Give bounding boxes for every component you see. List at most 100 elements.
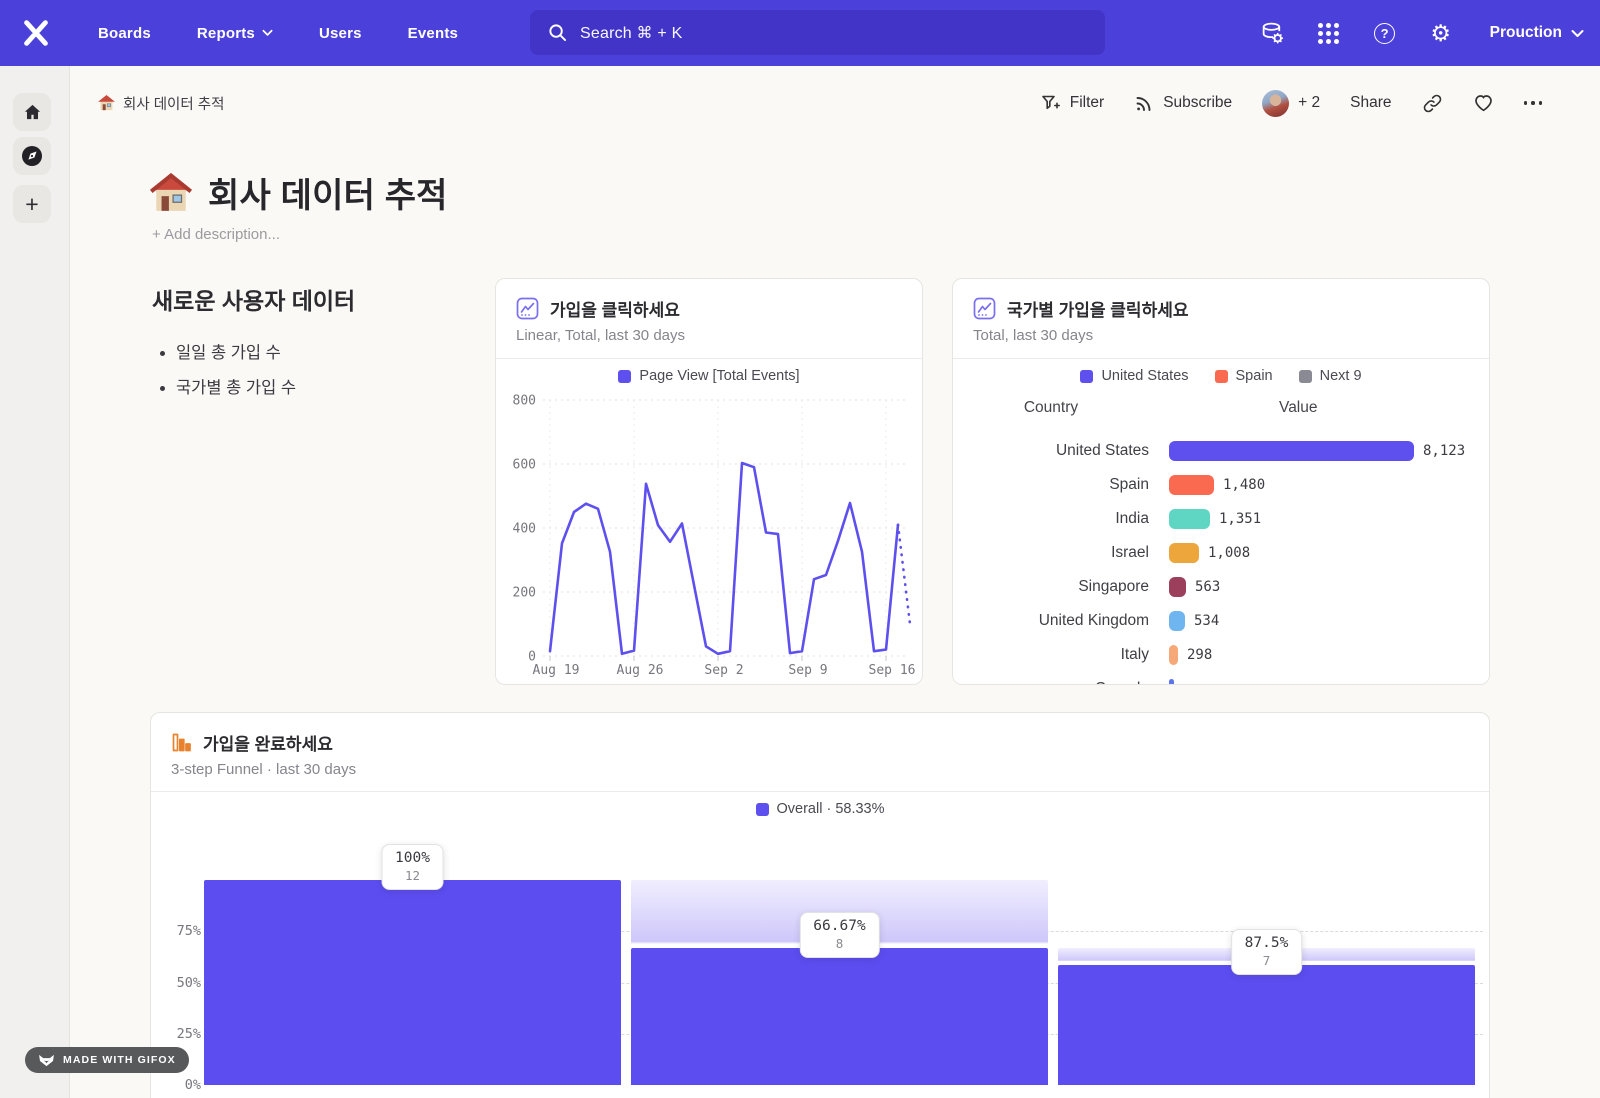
legend-swatch bbox=[1214, 369, 1228, 383]
fox-icon bbox=[39, 1054, 54, 1066]
table-row-united-kingdom[interactable]: United Kingdom 534 bbox=[973, 604, 1489, 638]
table-row-india[interactable]: India 1,351 bbox=[973, 502, 1489, 536]
svg-text:400: 400 bbox=[513, 522, 536, 537]
svg-text:Sep 16: Sep 16 bbox=[869, 663, 916, 678]
legend-item-2[interactable]: Next 9 bbox=[1298, 368, 1362, 384]
funnel-ytick: 75% bbox=[176, 923, 201, 940]
value-label: 563 bbox=[1195, 579, 1221, 595]
nav-link-label: Users bbox=[318, 24, 362, 42]
svg-text:800: 800 bbox=[513, 394, 536, 409]
settings-gear-icon[interactable]: ⚙ bbox=[1430, 19, 1451, 46]
breadcrumb[interactable]: 회사 데이터 추적 bbox=[98, 93, 224, 114]
share-label: Share bbox=[1350, 94, 1392, 111]
value-label: 298 bbox=[1187, 647, 1213, 663]
page-title[interactable]: 회사 데이터 추적 bbox=[208, 177, 448, 215]
more-options-icon[interactable] bbox=[1523, 101, 1542, 105]
search-placeholder: Search ⌘ + K bbox=[580, 24, 683, 42]
project-name: Prouction bbox=[1489, 24, 1562, 41]
legend-label: Spain bbox=[1235, 368, 1273, 384]
svg-text:200: 200 bbox=[513, 586, 536, 601]
legend-item-0[interactable]: United States bbox=[1080, 368, 1189, 384]
nav-links: Boards Reports Users Events bbox=[82, 17, 474, 50]
nav-link-label: Boards bbox=[98, 24, 151, 42]
legend-label: Overall · 58.33% bbox=[776, 801, 885, 817]
sidebar-home-button[interactable] bbox=[13, 93, 51, 131]
data-management-icon[interactable] bbox=[1260, 20, 1286, 46]
chevron-down-icon bbox=[262, 29, 273, 36]
table-row-canada[interactable]: Canada bbox=[973, 672, 1489, 684]
bar-rows: United States 8,123 Spain 1,480 India 1,351 Is… bbox=[973, 434, 1489, 684]
value-bar bbox=[1169, 543, 1199, 563]
add-description-button[interactable]: + Add description... bbox=[152, 226, 280, 243]
nav-link-users[interactable]: Users bbox=[303, 17, 378, 50]
funnel-step-count: 8 bbox=[835, 936, 844, 952]
nav-link-boards[interactable]: Boards bbox=[82, 17, 167, 50]
project-selector[interactable]: Prouction bbox=[1490, 24, 1584, 42]
subscribe-label: Subscribe bbox=[1163, 94, 1233, 111]
nav-link-events[interactable]: Events bbox=[392, 17, 474, 50]
share-button[interactable]: Share bbox=[1350, 94, 1391, 112]
value-bar bbox=[1169, 441, 1414, 461]
funnel-tooltip-3: 87.5% 7 bbox=[1230, 929, 1303, 976]
nav-link-reports[interactable]: Reports bbox=[181, 17, 289, 50]
apps-grid-icon[interactable] bbox=[1316, 20, 1342, 46]
gifox-label: MADE WITH GIFOX bbox=[63, 1054, 176, 1066]
compass-icon bbox=[22, 146, 42, 166]
funnel-step-percent: 66.67% bbox=[813, 918, 866, 935]
legend-label: United States bbox=[1101, 368, 1189, 384]
country-label: Israel bbox=[1111, 544, 1149, 561]
legend-swatch bbox=[755, 802, 769, 816]
line-card-header[interactable]: 가입을 클릭하세요 bbox=[516, 296, 680, 321]
legend-item-0[interactable]: Overall · 58.33% bbox=[755, 801, 885, 817]
country-label: Canada bbox=[973, 680, 1149, 684]
copy-link-icon[interactable] bbox=[1422, 93, 1443, 114]
funnel-bar-2[interactable] bbox=[631, 948, 1048, 1085]
funnel-card-header[interactable]: 가입을 완료하세요 bbox=[171, 730, 333, 755]
sidebar-add-button[interactable]: + bbox=[13, 185, 51, 223]
line-chart-legend: Page View [Total Events] bbox=[496, 368, 922, 384]
funnel-bar-1[interactable] bbox=[204, 880, 621, 1085]
search-input[interactable]: Search ⌘ + K bbox=[530, 10, 1105, 55]
funnel-legend: Overall · 58.33% bbox=[151, 801, 1489, 817]
country-label: United States bbox=[1055, 442, 1149, 459]
funnel-step-count: 7 bbox=[1262, 953, 1271, 969]
filter-button[interactable]: Filter bbox=[1040, 93, 1104, 113]
line-chart-canvas[interactable]: 0 200 400 600 800 Aug 19 Aug 26 Sep 2 Sep 9 Sep 1… bbox=[496, 391, 922, 687]
text-section-bullets: 일일 총 가입 수국가별 총 가입 수 bbox=[152, 342, 482, 401]
bar-chart-legend: United States Spain Next 9 bbox=[953, 368, 1489, 384]
table-row-israel[interactable]: Israel 1,008 bbox=[973, 536, 1489, 570]
funnel-bar-3[interactable] bbox=[1058, 965, 1475, 1085]
bullet-item: 국가별 총 가입 수 bbox=[176, 377, 482, 401]
page-header: 회사 데이터 추적 bbox=[150, 168, 448, 217]
table-row-italy[interactable]: Italy 298 bbox=[973, 638, 1489, 672]
table-row-spain[interactable]: Spain 1,480 bbox=[973, 468, 1489, 502]
legend-label: Page View [Total Events] bbox=[639, 368, 800, 384]
funnel-plot[interactable]: 75% 50% 25% 0% 100% 12 66.67% 8 87.5% 7 bbox=[151, 713, 1489, 1098]
help-icon[interactable]: ? bbox=[1372, 20, 1398, 46]
nav-utilities: ? ⚙ Prouction bbox=[1260, 0, 1584, 66]
nav-link-label: Reports bbox=[196, 24, 255, 42]
avatar-overflow-count: + 2 bbox=[1298, 94, 1321, 111]
column-header-country: Country bbox=[1023, 399, 1079, 416]
table-row-singapore[interactable]: Singapore 563 bbox=[973, 570, 1489, 604]
funnel-step-percent: 100% bbox=[395, 850, 430, 866]
table-row-united-states[interactable]: United States 8,123 bbox=[973, 434, 1489, 468]
bullet-item: 일일 총 가입 수 bbox=[176, 342, 482, 366]
collaborators[interactable]: + 2 bbox=[1262, 89, 1321, 117]
avatar bbox=[1262, 89, 1290, 117]
country-label: Singapore bbox=[1078, 578, 1149, 595]
legend-item-0[interactable]: Page View [Total Events] bbox=[618, 368, 800, 384]
legend-item-1[interactable]: Spain bbox=[1214, 368, 1273, 384]
mixpanel-logo-icon[interactable] bbox=[16, 13, 56, 53]
home-icon bbox=[24, 104, 40, 119]
bar-card-header[interactable]: 국가별 가입을 클릭하세요 bbox=[973, 296, 1189, 321]
funnel-chart-icon bbox=[172, 733, 191, 752]
subscribe-button[interactable]: Subscribe bbox=[1134, 93, 1232, 113]
bar-table-headers: Country Value bbox=[953, 399, 1489, 417]
sidebar-discover-button[interactable] bbox=[13, 137, 51, 175]
toolbar-actions: Filter Subscribe + 2 Share bbox=[1040, 89, 1542, 117]
svg-text:600: 600 bbox=[513, 458, 536, 473]
favorite-heart-icon[interactable] bbox=[1473, 93, 1494, 113]
legend-swatch bbox=[618, 369, 632, 383]
board-toolbar: 회사 데이터 추적 Filter Subscribe + 2 Share bbox=[70, 66, 1600, 140]
